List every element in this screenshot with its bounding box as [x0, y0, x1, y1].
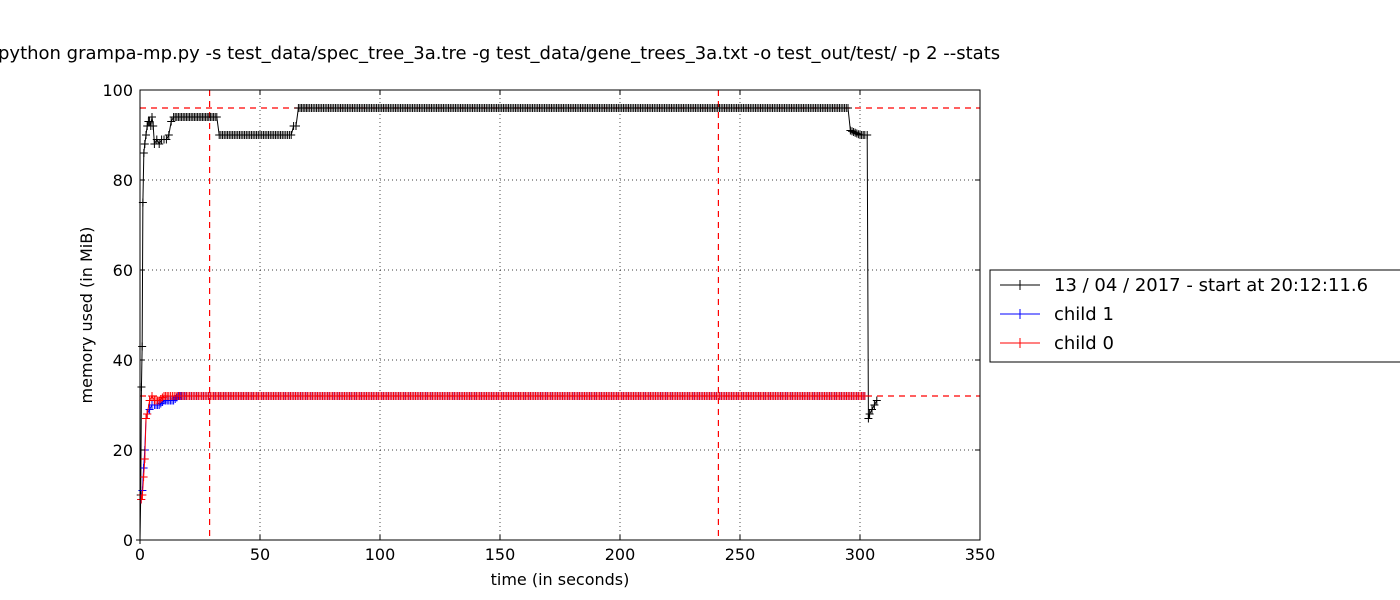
- x-tick-label: 50: [250, 545, 270, 564]
- legend: 13 / 04 / 2017 - start at 20:12:11.6 chi…: [989, 269, 1400, 363]
- x-tick-label: 0: [135, 545, 145, 564]
- data-point: [148, 113, 156, 121]
- series-markers-0: [136, 104, 881, 544]
- data-point: [142, 414, 150, 423]
- data-point: [864, 414, 873, 423]
- data-point: [145, 405, 154, 414]
- data-point: [137, 383, 146, 391]
- legend-box: [989, 269, 1400, 363]
- data-point: [143, 410, 152, 418]
- data-point: [865, 410, 874, 418]
- chart-title-text: python grampa-mp.py -s test_data/spec_tr…: [0, 43, 1001, 64]
- x-tick-label: 300: [845, 545, 876, 564]
- data-point: [848, 127, 856, 136]
- data-point: [139, 149, 148, 157]
- series-markers-2: [137, 392, 869, 504]
- data-point: [140, 455, 149, 463]
- x-tick-label: 200: [605, 545, 636, 564]
- data-point: [287, 131, 296, 139]
- data-point: [868, 405, 876, 414]
- x-tick-label: 100: [365, 545, 396, 564]
- data-point: [844, 104, 852, 112]
- chart-title: python grampa-mp.py -s test_data/spec_tr…: [0, 43, 1400, 67]
- series-line-0: [139, 107, 878, 541]
- x-tick-label: 250: [725, 545, 756, 564]
- data-point: [863, 131, 872, 139]
- data-point: [145, 117, 154, 126]
- x-tick-label: 150: [485, 545, 516, 564]
- data-point: [164, 131, 173, 139]
- legend-label-child-0: child 0: [1054, 333, 1114, 354]
- data-point: [162, 135, 171, 144]
- series-layer: [136, 104, 881, 544]
- x-axis-label: time (in seconds): [491, 570, 630, 589]
- data-point: [849, 128, 858, 136]
- data-point: [155, 140, 164, 148]
- y-tick-label: 100: [102, 81, 133, 100]
- data-point: [852, 129, 861, 138]
- data-point: [137, 495, 146, 504]
- data-point: [167, 117, 176, 126]
- tick-layer: 0 50 100 150 200 250 300 350 0 20 40 60 80 100: [102, 81, 995, 564]
- data-point: [851, 128, 860, 137]
- y-tick-label: 60: [113, 261, 133, 280]
- data-point: [872, 396, 881, 405]
- reference-lines: [140, 90, 980, 540]
- data-point: [292, 122, 300, 130]
- series-line-2: [140, 394, 865, 500]
- series-markers-1: [137, 392, 869, 504]
- data-point: [846, 126, 855, 135]
- data-point: [854, 130, 863, 139]
- data-point: [212, 113, 221, 121]
- plot-frame: [139, 89, 981, 541]
- y-axis-label: memory used (in MiB): [77, 227, 96, 404]
- x-tick-label: 350: [965, 545, 996, 564]
- y-tick-label: 40: [113, 351, 133, 370]
- data-point: [140, 140, 149, 148]
- data-point: [158, 393, 167, 402]
- series-line-1: [140, 395, 865, 500]
- grid-layer: [140, 90, 980, 540]
- data-point: [139, 473, 148, 481]
- legend-label-total: 13 / 04 / 2017 - start at 20:12:11.6: [1054, 275, 1368, 296]
- data-point: [860, 392, 869, 400]
- data-point: [149, 122, 158, 130]
- legend-label-child-1: child 1: [1054, 304, 1114, 325]
- y-tick-label: 20: [113, 441, 133, 460]
- y-tick-label: 80: [113, 171, 133, 190]
- data-point: [142, 131, 150, 139]
- data-point: [138, 342, 147, 351]
- data-point: [148, 392, 156, 400]
- y-tick-label: 0: [123, 531, 133, 550]
- data-point: [870, 401, 879, 409]
